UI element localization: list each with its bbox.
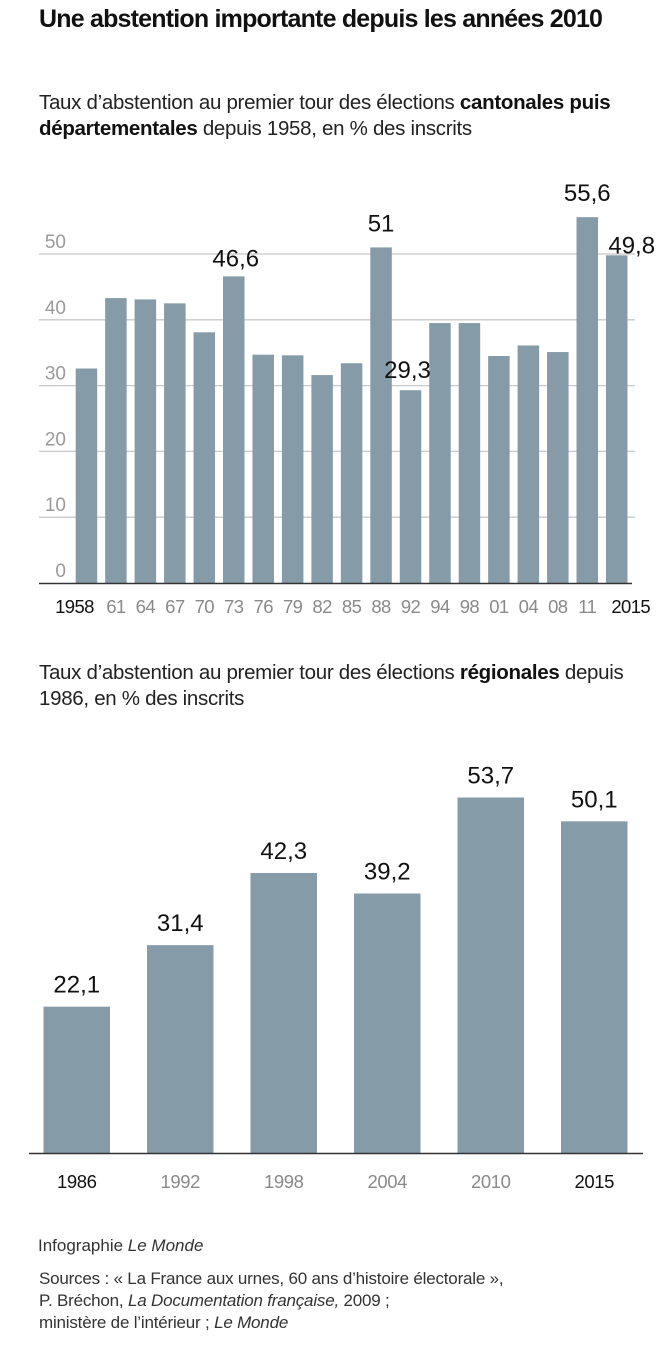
bar-61 bbox=[105, 298, 127, 583]
y-tick-label: 10 bbox=[45, 495, 66, 516]
x-tick-label: 98 bbox=[460, 596, 480, 617]
data-label: 53,7 bbox=[467, 763, 514, 790]
bar-94 bbox=[429, 323, 451, 583]
bar-1992 bbox=[147, 945, 214, 1153]
x-tick-label: 76 bbox=[254, 596, 274, 617]
page-title: Une abstention importante depuis les ann… bbox=[39, 5, 603, 33]
bar-1986 bbox=[43, 1006, 110, 1153]
x-tick-label: 94 bbox=[430, 596, 450, 617]
bar-2004 bbox=[354, 893, 421, 1153]
x-tick-label: 2015 bbox=[574, 1171, 614, 1192]
y-tick-label: 40 bbox=[45, 298, 66, 319]
x-tick-label: 88 bbox=[371, 596, 391, 617]
sources-line-2-italic: La Documentation française, bbox=[127, 1291, 339, 1310]
bar-85 bbox=[340, 363, 363, 583]
regionales-bar-chart: 1986 1992 1998 2004 2010 2015 22,1 31,4 42,3 39,2… bbox=[29, 763, 643, 1192]
x-tick-label: 73 bbox=[224, 596, 244, 617]
x-tick-label: 1986 bbox=[57, 1171, 97, 1192]
bar-73 bbox=[223, 276, 245, 583]
bar-2015 bbox=[605, 255, 628, 584]
data-label: 29,3 bbox=[384, 357, 431, 384]
credit-line: Infographie Le Monde bbox=[38, 1236, 203, 1256]
x-tick-label: 01 bbox=[489, 596, 509, 617]
bar-82 bbox=[311, 375, 333, 583]
sources-line-2-suffix: 2009 ; bbox=[338, 1291, 390, 1310]
x-tick-label: 92 bbox=[401, 596, 421, 617]
data-label: 22,1 bbox=[53, 972, 100, 999]
credit-publisher: Le Monde bbox=[127, 1236, 204, 1255]
x-tick-label: 11 bbox=[578, 596, 596, 617]
sources-line-3-prefix: ministère de l’intérieur ; bbox=[39, 1313, 215, 1332]
y-tick-label: 30 bbox=[45, 364, 66, 385]
bar-08 bbox=[547, 352, 569, 583]
bar-04 bbox=[517, 345, 540, 583]
bar-2010 bbox=[457, 797, 524, 1153]
chart2-subtitle-bold: régionales bbox=[459, 661, 560, 684]
data-label: 42,3 bbox=[260, 838, 307, 865]
x-tick-label: 64 bbox=[136, 596, 156, 617]
bar-2015 bbox=[561, 821, 628, 1153]
bar-92 bbox=[399, 390, 422, 583]
x-tick-label: 79 bbox=[283, 596, 303, 617]
x-tick-label: 1958 bbox=[55, 596, 94, 617]
sources: Sources : « La France aux urnes, 60 ans … bbox=[39, 1268, 659, 1334]
data-label: 39,2 bbox=[364, 858, 411, 885]
bar-01 bbox=[488, 355, 510, 583]
x-tick-label: 2015 bbox=[611, 596, 650, 617]
x-tick-label: 85 bbox=[342, 596, 362, 617]
x-tick-label: 1992 bbox=[160, 1171, 200, 1192]
x-tick-label: 04 bbox=[519, 596, 539, 617]
bar-79 bbox=[281, 355, 304, 583]
chart1-subtitle-suffix: depuis 1958, en % des inscrits bbox=[197, 117, 472, 140]
data-label: 49,8 bbox=[608, 232, 655, 259]
x-tick-label: 61 bbox=[106, 596, 126, 617]
x-tick-label: 1998 bbox=[264, 1171, 304, 1192]
x-tick-label: 82 bbox=[312, 596, 332, 617]
bar-67 bbox=[164, 303, 186, 583]
data-label: 55,6 bbox=[564, 180, 611, 207]
chart1-subtitle-bold: cantonales puis départementales bbox=[39, 91, 611, 140]
chart2-subtitle-suffix: depuis 1986, en % des inscrits bbox=[39, 661, 624, 710]
chart2-subtitle-prefix: Taux d’abstention au premier tour des él… bbox=[39, 661, 460, 684]
bar-1958 bbox=[75, 368, 98, 583]
data-label: 51 bbox=[368, 210, 395, 237]
bar-11 bbox=[576, 217, 599, 584]
sources-line-1: Sources : « La France aux urnes, 60 ans … bbox=[39, 1269, 504, 1288]
bar-98 bbox=[458, 323, 481, 583]
bar-1998 bbox=[250, 872, 317, 1153]
y-tick-label: 50 bbox=[45, 232, 66, 253]
bar-64 bbox=[134, 299, 157, 583]
x-tick-label: 70 bbox=[195, 596, 215, 617]
sources-line-3: ministère de l’intérieur ; Le Monde bbox=[39, 1312, 659, 1334]
bar-70 bbox=[193, 332, 216, 583]
chart1-subtitle: Taux d’abstention au premier tour des él… bbox=[39, 90, 639, 142]
bar-76 bbox=[252, 354, 274, 583]
x-tick-label: 08 bbox=[548, 596, 568, 617]
sources-line-2: P. Bréchon, La Documentation française, … bbox=[39, 1290, 659, 1312]
chart1-subtitle-prefix: Taux d’abstention au premier tour des él… bbox=[39, 91, 460, 114]
x-tick-label: 2004 bbox=[367, 1171, 407, 1192]
sources-line-2-prefix: P. Bréchon, bbox=[39, 1291, 128, 1310]
credit-prefix: Infographie bbox=[38, 1236, 128, 1255]
data-label: 50,1 bbox=[571, 786, 618, 813]
x-tick-label: 2010 bbox=[471, 1171, 511, 1192]
data-label: 31,4 bbox=[157, 910, 204, 937]
bar-88 bbox=[370, 247, 392, 584]
sources-line-3-italic: Le Monde bbox=[214, 1313, 289, 1332]
y-tick-label: 20 bbox=[45, 429, 66, 450]
chart2-subtitle: Taux d’abstention au premier tour des él… bbox=[39, 660, 639, 712]
data-label: 46,6 bbox=[212, 245, 259, 272]
y-tick-label: 0 bbox=[55, 561, 66, 582]
x-tick-label: 67 bbox=[165, 596, 185, 617]
